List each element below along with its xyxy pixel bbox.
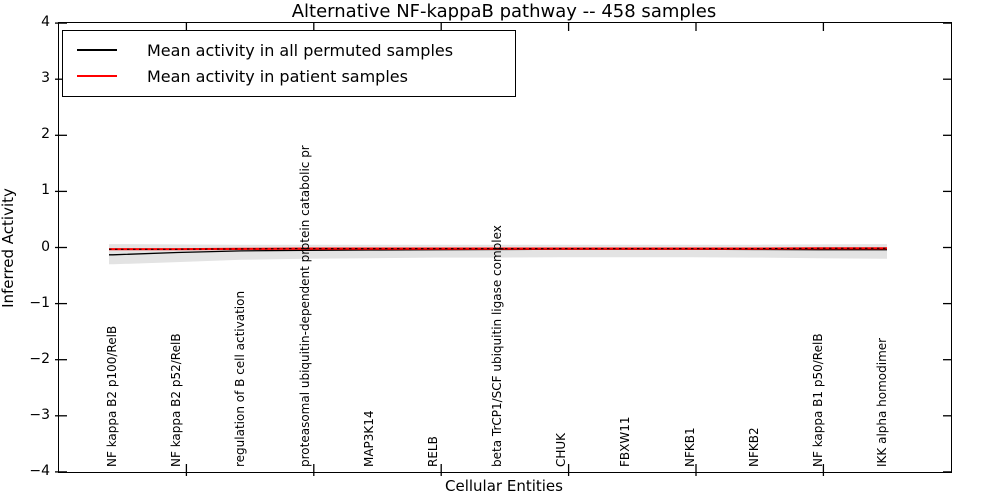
y-tick-label: 4 <box>41 14 50 31</box>
y-tick-label: 3 <box>41 70 50 87</box>
x-category-label: CHUK <box>554 432 569 467</box>
legend-line-black <box>77 49 117 51</box>
legend-label: Mean activity in patient samples <box>147 66 408 86</box>
legend-box: Mean activity in all permuted samples Me… <box>62 30 516 97</box>
x-category-label: beta TrCP1/SCF ubiquitin ligase complex <box>490 225 505 467</box>
y-tick-label: −1 <box>29 294 50 311</box>
x-category-label: NFKB1 <box>682 427 697 467</box>
x-category-label: FBXW11 <box>618 416 633 468</box>
x-category-label: NF kappa B1 p50/RelB <box>810 333 825 467</box>
legend-entry-permuted: Mean activity in all permuted samples <box>63 37 515 63</box>
x-category-label: NFKB2 <box>746 427 761 467</box>
plot-area <box>55 22 952 476</box>
legend-entry-patient: Mean activity in patient samples <box>63 63 515 89</box>
x-category-label: IKK alpha homodimer <box>875 337 890 467</box>
y-tick-label: −3 <box>29 406 50 423</box>
x-category-label: regulation of B cell activation <box>233 290 248 467</box>
x-category-label: MAP3K14 <box>361 410 376 467</box>
y-tick-label: 1 <box>41 182 50 199</box>
y-tick-label: 2 <box>41 126 50 143</box>
legend-line-red <box>77 75 117 77</box>
x-category-label: NF kappa B2 p52/RelB <box>169 333 184 467</box>
chart-title: Alternative NF-kappaB pathway -- 458 sam… <box>291 1 717 22</box>
y-tick-label: 0 <box>41 238 50 255</box>
x-axis-label: Cellular Entities <box>445 477 563 495</box>
y-tick-label: −2 <box>29 350 50 367</box>
legend-label: Mean activity in all permuted samples <box>147 40 454 60</box>
y-tick-label: −4 <box>29 462 50 479</box>
y-axis-label: Inferred Activity <box>0 188 17 308</box>
x-category-label: RELB <box>425 436 440 467</box>
plot-canvas <box>55 22 951 476</box>
x-category-label: NF kappa B2 p100/RelB <box>105 325 119 467</box>
x-category-label: proteasomal ubiquitin-dependent protein … <box>297 145 312 467</box>
series-line <box>109 247 887 251</box>
